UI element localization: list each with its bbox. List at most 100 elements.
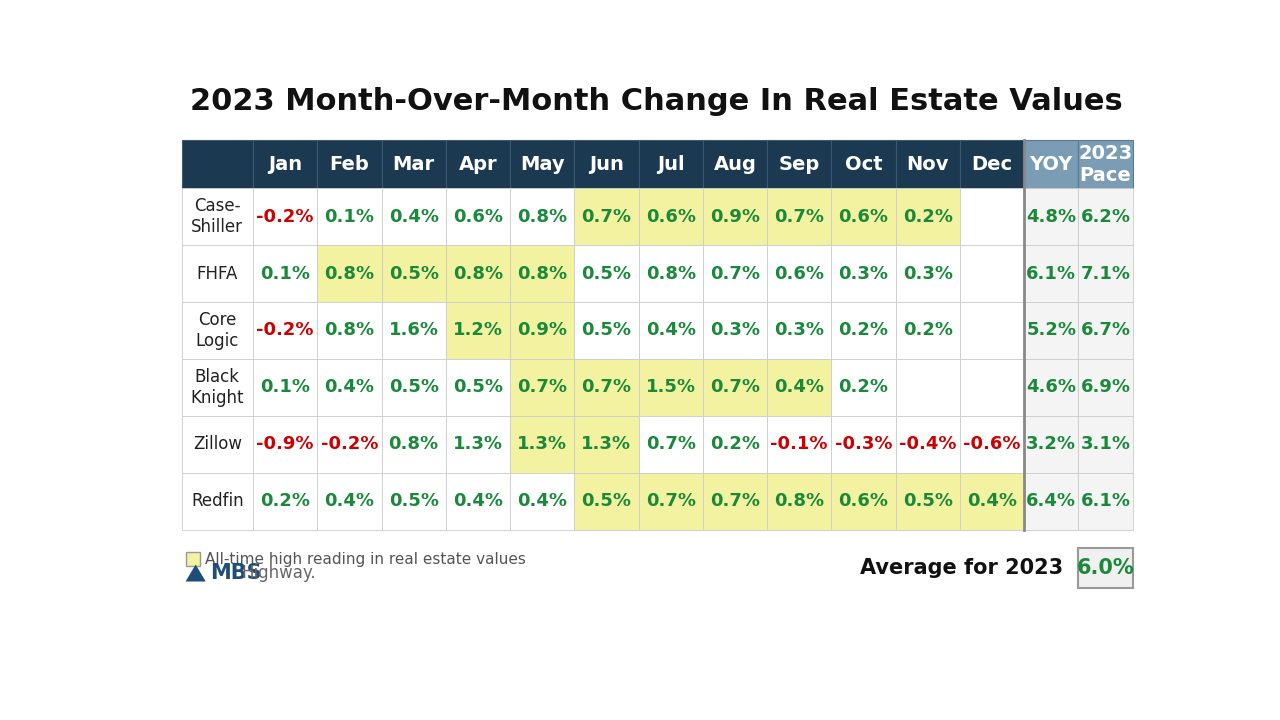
Bar (896, 140, 960, 188)
Bar (253, 245, 317, 302)
Bar (896, 359, 960, 416)
Text: Black
Knight: Black Knight (191, 368, 244, 407)
Text: 5.2%: 5.2% (1027, 322, 1076, 340)
Bar (639, 359, 703, 416)
Text: -0.1%: -0.1% (771, 436, 828, 454)
Bar (381, 473, 445, 530)
Text: 0.5%: 0.5% (902, 492, 952, 510)
Text: 0.7%: 0.7% (581, 379, 631, 397)
Text: FHFA: FHFA (197, 264, 238, 282)
Bar (639, 245, 703, 302)
Bar (896, 302, 960, 359)
Text: 0.7%: 0.7% (710, 264, 760, 282)
Text: 0.6%: 0.6% (453, 207, 503, 225)
Text: 0.9%: 0.9% (710, 207, 760, 225)
Text: 1.5%: 1.5% (645, 379, 696, 397)
Bar (960, 302, 1024, 359)
Text: 0.7%: 0.7% (645, 492, 696, 510)
Bar (445, 473, 509, 530)
Bar (253, 473, 317, 530)
Bar (1024, 188, 1078, 245)
Bar (182, 245, 253, 302)
Text: -0.9%: -0.9% (256, 436, 314, 454)
Bar (317, 188, 381, 245)
Text: 4.6%: 4.6% (1027, 379, 1076, 397)
Text: 0.1%: 0.1% (260, 379, 310, 397)
Text: 0.5%: 0.5% (389, 492, 439, 510)
Text: 0.5%: 0.5% (581, 322, 631, 340)
Bar (253, 302, 317, 359)
Text: 0.8%: 0.8% (517, 207, 567, 225)
Bar (1024, 416, 1078, 473)
Bar (1078, 359, 1133, 416)
Text: 0.5%: 0.5% (453, 379, 503, 397)
Bar (831, 416, 896, 473)
Bar (186, 552, 200, 566)
Polygon shape (186, 564, 206, 582)
Text: 0.6%: 0.6% (838, 492, 888, 510)
Text: 0.5%: 0.5% (389, 264, 439, 282)
Bar (445, 140, 509, 188)
Bar (639, 302, 703, 359)
Bar (767, 473, 831, 530)
Text: 4.8%: 4.8% (1027, 207, 1076, 225)
Text: 0.3%: 0.3% (710, 322, 760, 340)
Text: Mar: Mar (393, 155, 435, 174)
Bar (317, 359, 381, 416)
Text: -0.6%: -0.6% (964, 436, 1020, 454)
Bar (1078, 473, 1133, 530)
Bar (1078, 549, 1133, 588)
Text: Average for 2023: Average for 2023 (860, 559, 1062, 578)
Text: 0.1%: 0.1% (324, 207, 374, 225)
Text: 0.5%: 0.5% (581, 492, 631, 510)
Text: Apr: Apr (458, 155, 497, 174)
Text: 0.2%: 0.2% (902, 207, 952, 225)
Bar (767, 416, 831, 473)
Text: 0.8%: 0.8% (324, 264, 375, 282)
Text: 0.3%: 0.3% (838, 264, 888, 282)
Text: 0.1%: 0.1% (260, 264, 310, 282)
Text: 6.1%: 6.1% (1080, 492, 1130, 510)
Bar (317, 473, 381, 530)
Bar (767, 245, 831, 302)
Text: 1.3%: 1.3% (517, 436, 567, 454)
Text: 0.5%: 0.5% (581, 264, 631, 282)
Text: 0.7%: 0.7% (710, 492, 760, 510)
Text: 0.8%: 0.8% (774, 492, 824, 510)
Text: -0.3%: -0.3% (835, 436, 892, 454)
Bar (1024, 302, 1078, 359)
Bar (575, 188, 639, 245)
Text: Zillow: Zillow (193, 436, 242, 454)
Text: 0.6%: 0.6% (774, 264, 824, 282)
Bar (575, 416, 639, 473)
Text: 6.4%: 6.4% (1027, 492, 1076, 510)
Bar (896, 416, 960, 473)
Bar (896, 245, 960, 302)
Bar (1024, 140, 1078, 188)
Bar (703, 416, 767, 473)
Text: -0.2%: -0.2% (321, 436, 378, 454)
Text: 0.8%: 0.8% (389, 436, 439, 454)
Bar (896, 473, 960, 530)
Text: 1.6%: 1.6% (389, 322, 439, 340)
Bar (1024, 473, 1078, 530)
Text: 7.1%: 7.1% (1080, 264, 1130, 282)
Text: Dec: Dec (972, 155, 1012, 174)
Bar (960, 416, 1024, 473)
Bar (960, 245, 1024, 302)
Bar (896, 188, 960, 245)
Text: 0.6%: 0.6% (838, 207, 888, 225)
Bar (381, 359, 445, 416)
Text: 0.2%: 0.2% (260, 492, 310, 510)
Text: 3.2%: 3.2% (1027, 436, 1076, 454)
Text: 2023
Pace: 2023 Pace (1079, 144, 1133, 184)
Text: Jul: Jul (657, 155, 685, 174)
Bar (509, 140, 575, 188)
Text: May: May (520, 155, 564, 174)
Text: Jan: Jan (268, 155, 302, 174)
Bar (445, 359, 509, 416)
Text: 6.9%: 6.9% (1080, 379, 1130, 397)
Bar (381, 302, 445, 359)
Text: 0.8%: 0.8% (517, 264, 567, 282)
Text: YOY: YOY (1029, 155, 1073, 174)
